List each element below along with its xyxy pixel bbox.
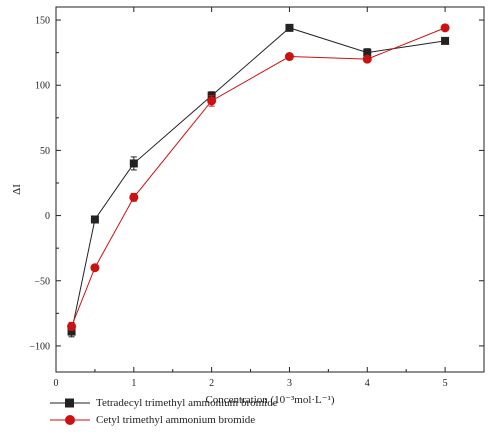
series-layer [67,23,450,338]
data-point [285,23,294,32]
data-point [362,54,372,64]
data-point [129,159,138,168]
y-axis-title: ΔI [11,184,23,195]
legend-swatch-square [50,398,90,407]
legend-item-cetyl: Cetyl trimethyl ammonium bromide [50,411,278,428]
data-point [284,52,294,62]
data-point [90,263,100,273]
x-tick-label: 0 [54,378,59,389]
y-tick-label: −50 [34,276,50,287]
y-tick-label: 0 [45,211,50,222]
series-line [71,27,446,332]
series-tetradecyl [67,23,450,338]
data-point [440,23,450,33]
series-line [71,27,446,327]
data-point [67,321,77,331]
x-tick-label: 3 [287,378,292,389]
data-point [67,327,76,336]
x-tick-label: 4 [365,378,370,389]
legend: Tetradecyl trimethyl ammonium bromide Ce… [50,394,278,428]
x-tick-label: 5 [443,378,448,389]
x-tick-label: 1 [131,378,136,389]
y-tick-label: 100 [35,81,50,92]
plot-frame [55,6,485,373]
data-point [363,48,372,57]
legend-item-tetradecyl: Tetradecyl trimethyl ammonium bromide [50,394,278,411]
x-tick-label: 2 [209,378,214,389]
data-point [90,215,99,224]
data-point [207,96,217,106]
y-tick-label: 50 [40,146,50,157]
axes: 0 1 2 3 4 5 −100 −50 0 50 100 150 [29,6,485,389]
y-tick-label: −100 [29,341,50,352]
legend-label-tetradecyl: Tetradecyl trimethyl ammonium bromide [96,396,278,409]
legend-label-cetyl: Cetyl trimethyl ammonium bromide [96,413,256,426]
y-tick-label: 150 [35,16,50,27]
x-axis-title: Concentration (10⁻³mol·L⁻¹) [205,394,334,406]
data-point [129,192,139,202]
data-point [441,36,450,45]
series-cetyl [67,23,450,331]
legend-swatch-circle [50,414,90,425]
